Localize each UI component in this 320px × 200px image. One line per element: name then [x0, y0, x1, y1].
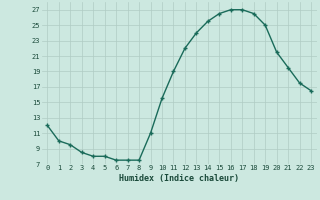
X-axis label: Humidex (Indice chaleur): Humidex (Indice chaleur) [119, 174, 239, 183]
